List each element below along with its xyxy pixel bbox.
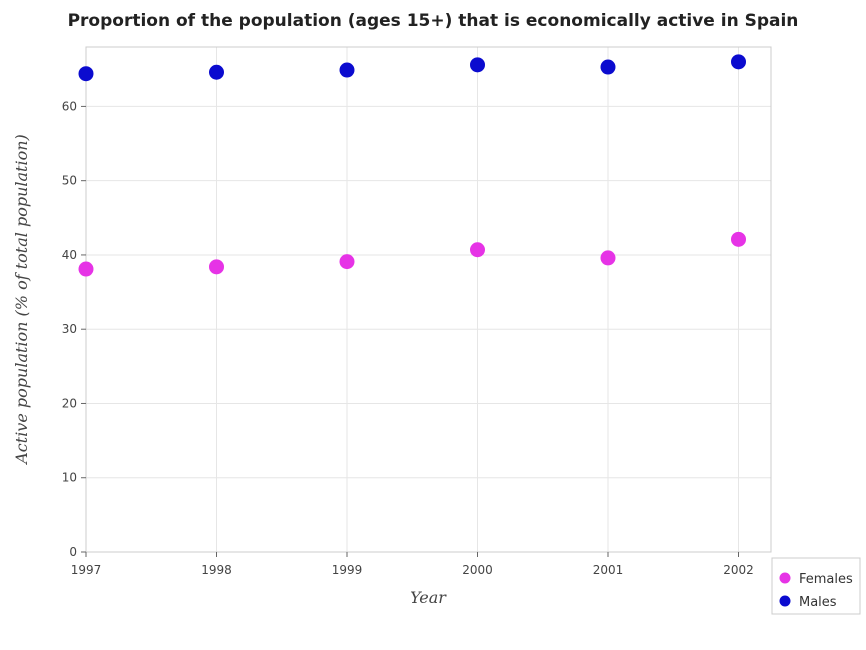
plot-frame <box>85 46 772 553</box>
chart-title: Proportion of the population (ages 15+) … <box>68 11 799 31</box>
gridlines <box>85 47 771 553</box>
x-tick-label: 1999 <box>332 563 363 577</box>
x-tick-label: 2000 <box>462 563 493 577</box>
y-tick-label: 40 <box>62 248 77 262</box>
y-tick-label: 30 <box>62 322 77 336</box>
y-tick-label: 10 <box>62 471 77 485</box>
data-point-females-1999 <box>339 254 355 270</box>
y-tick-label: 20 <box>62 396 77 410</box>
x-tick-label: 2001 <box>593 563 624 577</box>
y-tick-label: 50 <box>62 174 77 188</box>
data-point-females-2001 <box>600 250 616 266</box>
legend-marker-males <box>779 595 791 607</box>
y-tick-label: 0 <box>69 545 77 559</box>
data-point-males-2002 <box>731 54 746 70</box>
y-tick-label: 60 <box>62 99 77 113</box>
data-point-males-2001 <box>600 59 616 75</box>
x-axis-title: Year <box>410 588 447 607</box>
data-point-males-1997 <box>78 66 94 82</box>
x-tick-label: 1997 <box>71 563 102 577</box>
data-point-males-1999 <box>339 62 355 78</box>
legend: Females Males <box>771 557 861 615</box>
data-points <box>78 54 746 277</box>
legend-marker-females <box>779 572 791 584</box>
x-axis-ticks: 1997 1998 1999 2000 2001 2002 <box>71 552 754 577</box>
data-point-males-2000 <box>470 57 485 73</box>
x-tick-label: 2002 <box>723 563 754 577</box>
data-point-females-2002 <box>731 231 746 247</box>
data-point-females-1997 <box>78 261 94 277</box>
y-axis-title: Active population (% of total population… <box>12 134 31 466</box>
x-tick-label: 1998 <box>201 563 232 577</box>
data-point-females-2000 <box>470 242 485 258</box>
data-point-males-1998 <box>209 64 224 80</box>
y-axis-ticks: 0 10 20 30 40 50 60 <box>62 99 86 559</box>
legend-label-females: Females <box>799 572 853 587</box>
legend-label-males: Males <box>799 595 837 610</box>
data-point-females-1998 <box>209 259 224 275</box>
